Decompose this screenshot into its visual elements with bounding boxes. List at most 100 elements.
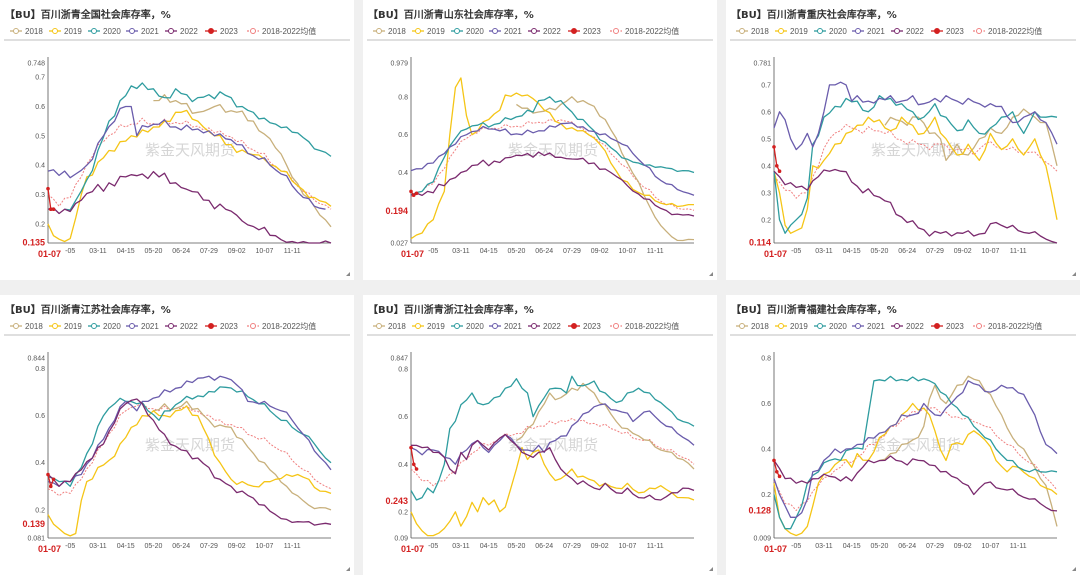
x-start-label: 01-07 [38, 249, 61, 259]
legend-label-6: 2018-2022均值 [625, 26, 679, 36]
series-line-2019 [773, 116, 1058, 234]
series-line-2018 [516, 96, 695, 242]
legend-label-4: 2022 [906, 322, 924, 331]
chart-legend: 2018 2019 2020 2021 2022 2023 2018-2022均值 [10, 321, 316, 331]
y-tick-label: 0.7 [761, 82, 771, 89]
series-line-2021 [410, 403, 695, 465]
chart-fujian: 【BU】百川浙青福建社会库存率，% 2018 2019 2020 2021 2022 202… [730, 303, 1076, 571]
legend-marker-5 [208, 323, 214, 329]
legend-label-3: 2021 [141, 322, 159, 331]
series-line-2018 [879, 375, 1058, 527]
legend-label-1: 2019 [64, 322, 82, 331]
series-point-2023 [414, 191, 419, 196]
legend-label-1: 2019 [790, 322, 808, 331]
x-tick-label: 04-15 [480, 248, 498, 255]
legend-marker-3 [855, 323, 861, 329]
y-tick-label: 0.2 [35, 507, 45, 514]
x-tick-label: 10-07 [981, 543, 999, 550]
y-tick-label: 0.2 [35, 221, 45, 228]
x-tick-label: 05-20 [144, 248, 162, 255]
y-tick-label: 0.6 [35, 104, 45, 111]
legend-marker-4 [168, 323, 174, 329]
x-tick-label: 11-11 [1010, 543, 1027, 550]
y-tick-label: 0.8 [35, 366, 45, 373]
y-tick-label: 0.4 [761, 447, 771, 454]
legend-label-3: 2021 [867, 322, 885, 331]
y-tick-label: 0.081 [27, 536, 45, 543]
series-point-2023 [46, 472, 50, 477]
watermark: 紫金天风期货 [508, 436, 598, 454]
x-tick-label: 10-07 [255, 248, 273, 255]
resize-handle-icon [709, 272, 713, 276]
y-tick-label: 0.09 [394, 536, 408, 543]
x-tick-label: 10-07 [255, 543, 273, 550]
x-tick-label: 04-15 [117, 248, 135, 255]
series-line-2021 [773, 380, 1058, 518]
series-point-2023 [777, 474, 782, 479]
x-tick-label: 03-11 [815, 543, 832, 550]
legend-marker-2 [91, 323, 97, 329]
x-tick-label: 05-20 [144, 543, 162, 550]
series-line-2020 [773, 375, 1058, 530]
y-tick-label: 0.027 [390, 241, 408, 248]
y-tick-label: 0.6 [398, 132, 408, 139]
legend-marker-4 [894, 323, 900, 329]
x-tick-label: -05 [65, 543, 75, 550]
y-tick-label: 0.5 [761, 136, 771, 143]
legend-marker-3 [129, 28, 135, 34]
legend-label-2: 2020 [829, 27, 847, 36]
x-tick-label: 04-15 [117, 543, 135, 550]
series-line-2021 [47, 105, 326, 210]
legend-marker-1 [778, 323, 784, 329]
legend-marker-3 [492, 323, 498, 329]
legend-label-5: 2023 [220, 322, 238, 331]
legend-marker-6 [976, 323, 982, 329]
chart-national: 【BU】百川浙青全国社会库存率，% 2018 2019 2020 2021 2022 202… [4, 8, 350, 276]
y-tick-label: 0.4 [35, 163, 45, 170]
legend-marker-5 [934, 323, 940, 329]
y-tick-label: 0.2 [398, 509, 408, 516]
x-tick-label: 07-29 [200, 543, 218, 550]
legend-label-0: 2018 [25, 27, 43, 36]
x-tick-label: 11-11 [284, 543, 301, 550]
y-last-value-label: 0.114 [749, 238, 771, 248]
y-last-value-label: 0.194 [385, 206, 408, 216]
legend-marker-5 [571, 323, 577, 329]
series-line-2022 [410, 433, 695, 501]
x-tick-label: 04-15 [480, 543, 498, 550]
series-line-2018-2022均值 [773, 407, 1058, 511]
legend-label-0: 2018 [751, 27, 769, 36]
legend-label-0: 2018 [388, 322, 406, 331]
series-line-2022 [47, 398, 332, 526]
y-tick-label: 0.847 [390, 356, 408, 363]
legend-marker-4 [531, 323, 537, 329]
y-tick-label: 0.6 [761, 401, 771, 408]
chart-panel-national: 【BU】百川浙青全国社会库存率，% 2018 2019 2020 2021 2022 202… [0, 0, 354, 280]
resize-handle-icon [346, 272, 350, 276]
x-tick-label: 07-29 [926, 248, 944, 255]
y-tick-label: 0.6 [35, 413, 45, 420]
chart-legend: 2018 2019 2020 2021 2022 2023 2018-2022均值 [373, 26, 679, 36]
legend-marker-0 [739, 323, 745, 329]
y-tick-label: 0.8 [398, 94, 408, 101]
y-tick-label: 0.4 [35, 460, 45, 467]
series-point-2023 [51, 207, 56, 212]
series-point-2023 [46, 186, 50, 191]
y-tick-label: 0.7 [35, 75, 45, 82]
x-tick-label: 09-02 [591, 248, 609, 255]
x-tick-label: 05-20 [870, 248, 888, 255]
y-tick-label: 0.4 [398, 462, 408, 469]
x-tick-label: 05-20 [507, 248, 525, 255]
legend-marker-6 [613, 28, 619, 34]
legend-label-2: 2020 [103, 322, 121, 331]
x-tick-label: 11-11 [284, 248, 301, 255]
series-point-2023 [411, 462, 416, 467]
series-point-2023 [409, 189, 413, 194]
chart-title: 【BU】百川浙青福建社会库存率，% [731, 303, 897, 316]
legend-marker-1 [415, 323, 421, 329]
legend-label-2: 2020 [829, 322, 847, 331]
legend-label-0: 2018 [388, 27, 406, 36]
series-line-2022 [410, 151, 695, 217]
x-tick-label: 07-29 [200, 248, 218, 255]
x-start-label: 01-07 [401, 249, 424, 259]
